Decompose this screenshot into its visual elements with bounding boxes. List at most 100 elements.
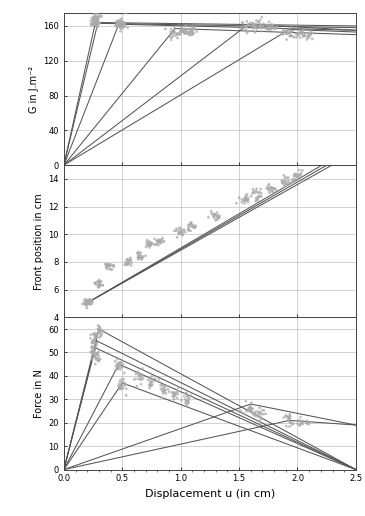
- Point: [89, 299, 95, 308]
- Point: [272, 25, 277, 33]
- Point: [144, 236, 150, 245]
- Point: [105, 262, 111, 270]
- Point: [91, 13, 97, 21]
- Point: [116, 359, 122, 367]
- Point: [135, 254, 141, 262]
- Point: [92, 13, 97, 22]
- Point: [116, 363, 122, 371]
- Point: [304, 417, 310, 426]
- Point: [96, 328, 102, 336]
- Point: [149, 382, 154, 390]
- Point: [187, 31, 193, 39]
- Point: [92, 360, 98, 368]
- Point: [85, 298, 91, 306]
- Point: [145, 376, 151, 384]
- Point: [284, 180, 289, 188]
- Point: [190, 29, 196, 37]
- Point: [84, 300, 90, 308]
- Point: [261, 20, 266, 28]
- Point: [96, 328, 102, 336]
- Point: [257, 192, 263, 201]
- Point: [263, 21, 269, 29]
- Point: [185, 221, 191, 229]
- Point: [134, 368, 139, 377]
- Point: [149, 239, 155, 247]
- Point: [91, 348, 97, 357]
- Point: [93, 21, 99, 29]
- Point: [171, 389, 177, 397]
- Point: [131, 375, 137, 383]
- Point: [172, 227, 177, 235]
- Point: [133, 369, 139, 378]
- Point: [304, 418, 310, 427]
- Point: [93, 340, 99, 348]
- Point: [258, 410, 264, 418]
- Point: [178, 27, 184, 35]
- Point: [103, 261, 109, 269]
- Point: [269, 183, 274, 191]
- Point: [214, 208, 220, 217]
- Point: [95, 357, 101, 365]
- Point: [292, 171, 298, 179]
- Point: [299, 419, 304, 427]
- Point: [95, 350, 100, 359]
- Point: [93, 16, 99, 24]
- Point: [144, 240, 150, 248]
- Point: [182, 29, 188, 38]
- Point: [290, 27, 296, 35]
- Point: [286, 415, 292, 424]
- Point: [147, 240, 153, 248]
- Point: [91, 18, 97, 26]
- Point: [293, 170, 299, 178]
- Point: [239, 198, 245, 206]
- Point: [306, 34, 312, 42]
- Point: [190, 29, 196, 37]
- Point: [169, 34, 175, 42]
- Point: [118, 25, 124, 33]
- Point: [88, 20, 94, 28]
- Point: [279, 179, 285, 187]
- Point: [88, 296, 93, 304]
- Point: [190, 221, 196, 229]
- Point: [211, 214, 217, 222]
- Point: [146, 241, 152, 249]
- Point: [114, 22, 120, 30]
- Point: [178, 228, 184, 236]
- Point: [246, 21, 252, 29]
- Point: [184, 29, 190, 38]
- Point: [255, 18, 261, 26]
- Point: [137, 371, 143, 379]
- Point: [118, 384, 124, 392]
- Point: [299, 29, 304, 38]
- Point: [120, 18, 126, 26]
- Point: [89, 356, 95, 364]
- Point: [185, 29, 191, 37]
- Point: [214, 211, 220, 219]
- Point: [176, 384, 181, 392]
- Point: [121, 18, 127, 26]
- Point: [105, 261, 111, 269]
- Point: [93, 280, 99, 288]
- Point: [91, 346, 97, 354]
- Point: [266, 186, 272, 195]
- Point: [120, 384, 126, 393]
- Point: [249, 405, 255, 413]
- Point: [135, 255, 141, 264]
- Point: [88, 348, 94, 356]
- Point: [286, 413, 292, 421]
- Point: [169, 29, 175, 38]
- Point: [119, 384, 125, 392]
- Point: [88, 300, 94, 308]
- Point: [123, 380, 128, 389]
- Point: [287, 29, 292, 38]
- Point: [163, 389, 169, 397]
- Point: [94, 17, 100, 25]
- Point: [285, 413, 291, 422]
- Point: [308, 31, 314, 39]
- Point: [289, 178, 295, 186]
- Point: [257, 188, 262, 197]
- Point: [115, 364, 121, 372]
- Point: [94, 14, 100, 22]
- Point: [97, 322, 103, 331]
- Point: [149, 378, 154, 386]
